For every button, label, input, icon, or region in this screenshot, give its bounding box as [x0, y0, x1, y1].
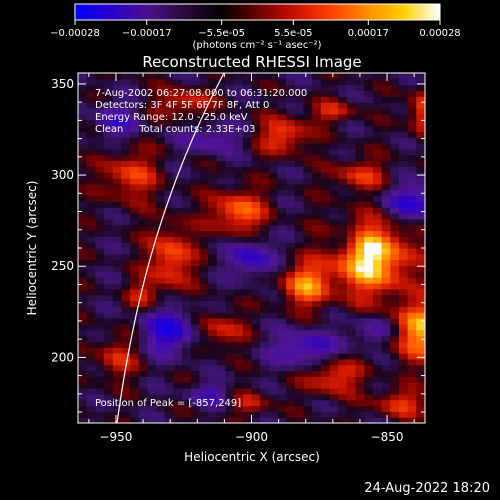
x-tick-label: −900	[235, 430, 268, 444]
colorbar-ticks: −0.00028 −0.00017 −5.5e-05 5.5e-05 0.00017 0.…	[50, 20, 461, 39]
chart-title: Reconstructed RHESSI Image	[142, 53, 361, 71]
annotation-counts: Clean Total counts: 2.33E+03	[95, 124, 255, 135]
solar-limb-arc	[116, 73, 225, 423]
colorbar-tick-label: 0.00028	[419, 28, 460, 39]
y-axis: 200 250 300 350	[51, 77, 425, 413]
colorbar-tick-label: 5.5e-05	[274, 28, 312, 39]
y-tick-label: 350	[51, 77, 74, 91]
colorbar-tick-label: −5.5e-05	[198, 28, 245, 39]
y-axis-label: Heliocentric Y (arcsec)	[25, 181, 39, 316]
y-tick-label: 200	[51, 350, 74, 364]
x-axis-label: Heliocentric X (arcsec)	[184, 450, 320, 464]
colorbar	[74, 3, 441, 21]
x-tick-label: −950	[99, 430, 132, 444]
x-tick-label: −850	[371, 430, 404, 444]
colorbar-unit-label: (photons cm⁻² s⁻¹ asec⁻²)	[192, 40, 321, 51]
colorbar-tick-label: −0.00028	[50, 28, 100, 39]
annotation-time: 7-Aug-2002 06:27:08.000 to 06:31:20.000	[95, 88, 307, 99]
x-axis: −950−900−850−800	[88, 73, 415, 444]
y-tick-label: 250	[51, 259, 74, 273]
y-tick-label: 300	[51, 168, 74, 182]
footer-date: 24-Aug-2022 18:20	[364, 481, 490, 496]
annotation-detectors: Detectors: 3F 4F 5F 6F 7F 8F, Att 0	[95, 100, 269, 111]
annotation-peak: Position of Peak = [-857,249]	[95, 398, 241, 409]
heatmap-image	[78, 73, 425, 423]
peak-point	[365, 265, 371, 271]
peak-marker	[365, 265, 371, 271]
annotation-energy: Energy Range: 12.0 - 25.0 keV	[95, 112, 248, 123]
colorbar-tick-label: −0.00017	[122, 28, 172, 39]
colorbar-tick-label: 0.00017	[348, 28, 389, 39]
